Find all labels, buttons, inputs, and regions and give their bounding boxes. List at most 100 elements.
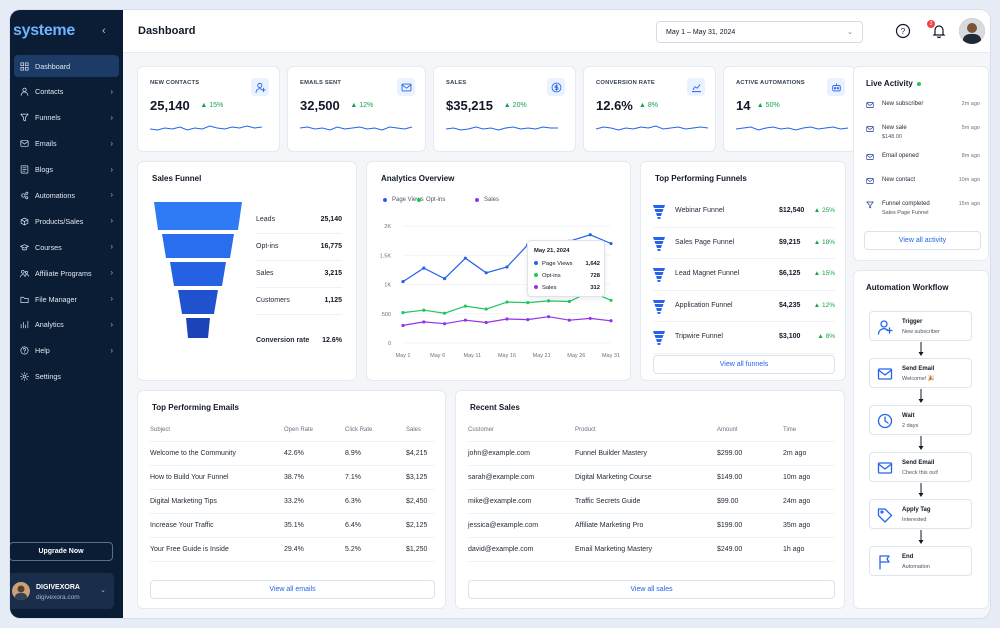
activity-title: Email opened	[882, 153, 919, 159]
upgrade-button[interactable]: Upgrade Now	[10, 542, 113, 561]
x-tick-label: May 1	[396, 353, 411, 359]
view-all-emails-button[interactable]: View all emails	[150, 580, 435, 599]
data-point	[567, 299, 571, 304]
data-point	[463, 318, 467, 322]
data-point	[609, 241, 613, 246]
stat-value: $35,215	[446, 98, 493, 113]
funnel-icon	[653, 331, 665, 347]
table-cell: sarah@example.com	[468, 465, 575, 490]
sidebar-item-dashboard[interactable]: Dashboard	[14, 55, 119, 77]
sales-funnel-card: Sales Funnel Leads 25,140 Opt-ins 16,775 Sal…	[137, 161, 357, 381]
table-row[interactable]: david@example.com Email Marketing Mastery…	[468, 537, 834, 562]
sidebar-item-label: Settings	[35, 372, 61, 382]
funnel-row-label: Leads	[256, 216, 276, 223]
top-funnel-row[interactable]: Webinar Funnel $12,540 ▲ 25%	[653, 196, 835, 228]
table-cell: david@example.com	[468, 537, 575, 562]
profile-email: digivexora.com	[36, 594, 80, 601]
funnel-stage-optins	[162, 234, 234, 258]
sidebar-item-products-sales[interactable]: Products/Sales ›	[14, 210, 119, 232]
workflow-step-trigger[interactable]: Trigger New subscriber	[869, 311, 972, 341]
table-cell: Digital Marketing Tips	[150, 489, 284, 514]
stat-card-active-automations: ACTIVE AUTOMATIONS 14 ▲ 50%	[723, 66, 856, 152]
sidebar-item-courses[interactable]: Courses ›	[14, 236, 119, 258]
automation-workflow-card: Automation Workflow Trigger New subscribe…	[853, 270, 989, 609]
courses-icon	[20, 243, 29, 252]
mail-icon	[877, 460, 893, 481]
workflow-step-send-email[interactable]: Send Email Welcome! 🎉	[869, 358, 972, 388]
sidebar-item-label: Emails	[35, 139, 57, 149]
top-funnel-row[interactable]: Tripwire Funnel $3,100 ▲ 8%	[653, 322, 835, 354]
workflow-step-send-email[interactable]: Send Email Check this out!	[869, 452, 972, 482]
funnel-icon	[866, 201, 874, 211]
stat-label: EMAILS SENT	[300, 80, 342, 86]
x-tick-label: May 16	[498, 353, 516, 359]
data-point	[463, 256, 467, 260]
sidebar-item-automations[interactable]: Automations ›	[14, 184, 119, 206]
funnel-change: ▲ 12%	[813, 301, 835, 309]
card-title: Top Performing Emails	[152, 403, 239, 412]
top-funnel-row[interactable]: Sales Page Funnel $9,215 ▲ 18%	[653, 228, 835, 259]
sidebar-item-label: Analytics	[35, 320, 64, 330]
chart-icon	[687, 78, 705, 96]
table-cell: $2,450	[406, 489, 434, 514]
table-row[interactable]: mike@example.com Traffic Secrets Guide $99…	[468, 489, 834, 514]
table-row[interactable]: Welcome to the Community 42.6% 8.9% $4,215	[150, 441, 434, 466]
funnel-value: $6,125	[779, 270, 801, 277]
funnel-row-value: 16,775	[320, 243, 342, 250]
workflow-step-title: Send Email	[902, 366, 935, 372]
sidebar-item-label: Dashboard	[35, 61, 71, 71]
table-row[interactable]: john@example.com Funnel Builder Mastery $2…	[468, 441, 834, 466]
table-row[interactable]: How to Build Your Funnel 38.7% 7.1% $3,125	[150, 465, 434, 490]
date-range-value: May 1 – May 31, 2024	[666, 29, 736, 36]
sidebar-item-file-manager[interactable]: File Manager ›	[14, 288, 119, 310]
dashboard-icon	[20, 61, 29, 71]
top-funnel-row[interactable]: Lead Magnet Funnel $6,125 ▲ 15%	[653, 259, 835, 291]
sidebar-item-affiliate-programs[interactable]: Affiliate Programs ›	[14, 262, 119, 284]
collapse-sidebar-icon[interactable]: ‹	[102, 25, 106, 37]
sidebar-item-help[interactable]: Help ›	[14, 340, 119, 362]
sidebar-item-analytics[interactable]: Analytics ›	[14, 314, 119, 336]
data-point	[484, 307, 488, 311]
table-row[interactable]: jessica@example.com Affiliate Marketing P…	[468, 513, 834, 538]
sidebar-item-blogs[interactable]: Blogs ›	[14, 159, 119, 181]
live-dot-icon	[916, 81, 921, 86]
chevron-right-icon: ›	[110, 138, 113, 148]
data-point	[505, 265, 509, 269]
recent-sales-card: Recent Sales Customer Product Amount Time jo…	[455, 390, 845, 609]
table-row[interactable]: Your Free Guide is Inside 29.4% 5.2% $1,250	[150, 537, 434, 562]
workflow-step-end[interactable]: End Automation	[869, 546, 972, 576]
data-point	[505, 300, 509, 304]
table-row[interactable]: Digital Marketing Tips 33.2% 6.3% $2,450	[150, 489, 434, 514]
sales-table: Customer Product Amount Time john@example.co…	[468, 419, 834, 562]
funnel-icon	[20, 113, 29, 122]
view-all-sales-button[interactable]: View all sales	[468, 580, 835, 599]
date-range-select[interactable]: May 1 – May 31, 2024 ⌄	[656, 21, 863, 43]
sidebar-item-contacts[interactable]: Contacts ›	[14, 81, 119, 103]
sidebar-item-emails[interactable]: Emails ›	[14, 133, 119, 155]
chevron-down-icon[interactable]: ⌄	[100, 587, 106, 594]
workflow-step-title: Trigger	[902, 319, 923, 325]
chevron-right-icon: ›	[110, 242, 113, 252]
view-all-activity-button[interactable]: View all activity	[864, 231, 981, 250]
top-funnel-row[interactable]: Application Funnel $4,235 ▲ 12%	[653, 291, 835, 322]
funnel-row: Leads 25,140	[256, 207, 342, 234]
activity-time: 2m ago	[961, 101, 980, 107]
user-avatar[interactable]	[959, 18, 985, 44]
products-icon	[20, 217, 29, 226]
data-point	[401, 323, 405, 328]
sidebar-item-settings[interactable]: Settings	[14, 366, 119, 388]
bell-icon[interactable]	[931, 23, 947, 39]
workflow-step-wait[interactable]: Wait 2 days	[869, 405, 972, 435]
table-cell: $199.00	[717, 513, 783, 538]
workflow-step-apply-tag[interactable]: Apply Tag Interested	[869, 499, 972, 529]
sidebar-item-label: Help	[35, 346, 50, 356]
table-cell: 35m ago	[783, 513, 834, 538]
table-row[interactable]: sarah@example.com Digital Marketing Cours…	[468, 465, 834, 490]
view-all-funnels-button[interactable]: View all funnels	[653, 355, 835, 374]
table-row[interactable]: Increase Your Traffic 35.1% 6.4% $2,125	[150, 513, 434, 538]
table-cell: 5.2%	[345, 537, 406, 562]
profile-menu[interactable]: DIGIVEXORA digivexora.com ⌄	[10, 573, 114, 609]
tooltip-row: Sales 312	[534, 285, 600, 291]
help-icon[interactable]: ?	[895, 23, 911, 39]
sidebar-item-funnels[interactable]: Funnels ›	[14, 107, 119, 129]
